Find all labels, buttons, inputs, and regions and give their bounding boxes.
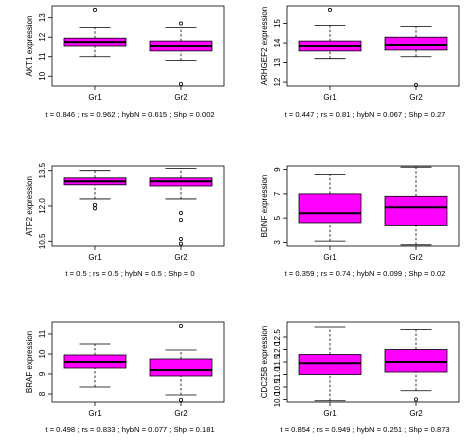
y-tick-label: 13 (38, 13, 47, 22)
y-tick-label: 11.5 (273, 354, 282, 370)
plot-frame (51, 321, 225, 403)
iqr-box (298, 354, 362, 375)
box-gr1 (298, 326, 362, 402)
iqr-box (384, 349, 448, 373)
iqr-box (149, 358, 213, 377)
x-category-label: Gr1 (88, 409, 102, 418)
box-gr1 (298, 7, 362, 60)
y-tick-label: 9 (38, 371, 47, 376)
y-tick-label: 10.5 (38, 233, 47, 249)
y-tick-label: 13.5 (38, 162, 47, 178)
y-tick-label: 14 (273, 38, 282, 47)
box-gr2 (384, 166, 448, 246)
y-axis-label: AKT1 expression (25, 16, 34, 77)
y-tick-label: 10.5 (273, 379, 282, 395)
iqr-box (384, 36, 448, 51)
y-tick-label: 10 (38, 71, 47, 80)
box-gr1 (63, 170, 127, 211)
outlier-point (413, 83, 418, 88)
box-gr1 (298, 174, 362, 242)
y-axis-label: ARHGEF2 expression (260, 7, 269, 86)
y-tick-label: 12 (38, 32, 47, 41)
y-tick-label: 8 (38, 391, 47, 396)
outlier-point (93, 7, 98, 12)
stats-text: t = 0.846 ; rs = 0.962 ; hybN = 0.615 ; … (45, 110, 215, 119)
x-category-label: Gr2 (174, 253, 188, 262)
y-tick-label: 13 (273, 58, 282, 67)
y-tick-label: 12.5 (273, 329, 282, 345)
outlier-point (178, 323, 183, 328)
outlier-point (93, 206, 98, 211)
box-gr2 (149, 323, 213, 402)
x-category-label: Gr2 (409, 409, 423, 418)
box-gr2 (384, 26, 448, 88)
outlier-point (178, 21, 183, 26)
iqr-box (384, 195, 448, 226)
y-axis-label: ATF2 expression (25, 176, 34, 236)
x-category-label: Gr2 (174, 93, 188, 102)
box-gr1 (63, 7, 127, 58)
y-tick-label: 10 (38, 349, 47, 358)
y-tick-label: 9 (273, 167, 282, 172)
y-axis-label: BRAF expression (25, 331, 34, 393)
y-tick-label: 3 (273, 240, 282, 245)
x-category-label: Gr1 (323, 409, 337, 418)
box-gr2 (384, 329, 448, 402)
stats-text: t = 0.447 ; rs = 0.81 ; hybN = 0.067 ; S… (284, 110, 446, 119)
stats-text: t = 0.498 ; rs = 0.833 ; hybN = 0.077 ; … (45, 425, 215, 434)
x-category-label: Gr1 (88, 93, 102, 102)
y-tick-label: 11 (38, 329, 47, 338)
x-category-label: Gr1 (323, 253, 337, 262)
y-axis-label: BDNF expression (260, 175, 269, 238)
outlier-point (413, 397, 418, 402)
x-category-label: Gr1 (323, 93, 337, 102)
stats-text: t = 0.359 ; rs = 0.74 ; hybN = 0.099 ; S… (284, 269, 446, 278)
y-tick-label: 15 (273, 19, 282, 28)
y-tick-label: 11.0 (273, 366, 282, 382)
y-tick-label: 10.0 (273, 391, 282, 407)
stats-text: t = 0.854 ; rs = 0.949 ; hybN = 0.251 ; … (280, 425, 450, 434)
y-tick-label: 12 (273, 77, 282, 86)
plot-frame (286, 165, 460, 247)
y-tick-label: 7 (273, 191, 282, 196)
box-gr1 (63, 343, 127, 388)
outlier-point (178, 236, 183, 241)
y-tick-label: 11 (38, 52, 47, 61)
stats-text: t = 0.5 ; rs = 0.5 ; hybN = 0.5 ; Shp = … (65, 269, 195, 278)
y-tick-label: 5 (273, 215, 282, 220)
plot-frame (51, 5, 225, 87)
y-axis-label: CDC25B expression (260, 326, 269, 398)
outlier-point (178, 218, 183, 223)
outlier-point (178, 211, 183, 216)
y-tick-label: 12.0 (273, 341, 282, 357)
y-tick-label: 12.0 (38, 198, 47, 214)
x-category-label: Gr2 (409, 253, 423, 262)
x-category-label: Gr1 (88, 253, 102, 262)
outlier-point (178, 82, 183, 87)
outlier-point (178, 241, 183, 246)
box-gr2 (149, 21, 213, 87)
outlier-point (178, 397, 183, 402)
x-category-label: Gr2 (174, 409, 188, 418)
box-gr2 (149, 167, 213, 246)
x-category-label: Gr2 (409, 93, 423, 102)
outlier-point (327, 7, 332, 12)
iqr-box (298, 193, 362, 224)
plot-frame (286, 5, 460, 87)
